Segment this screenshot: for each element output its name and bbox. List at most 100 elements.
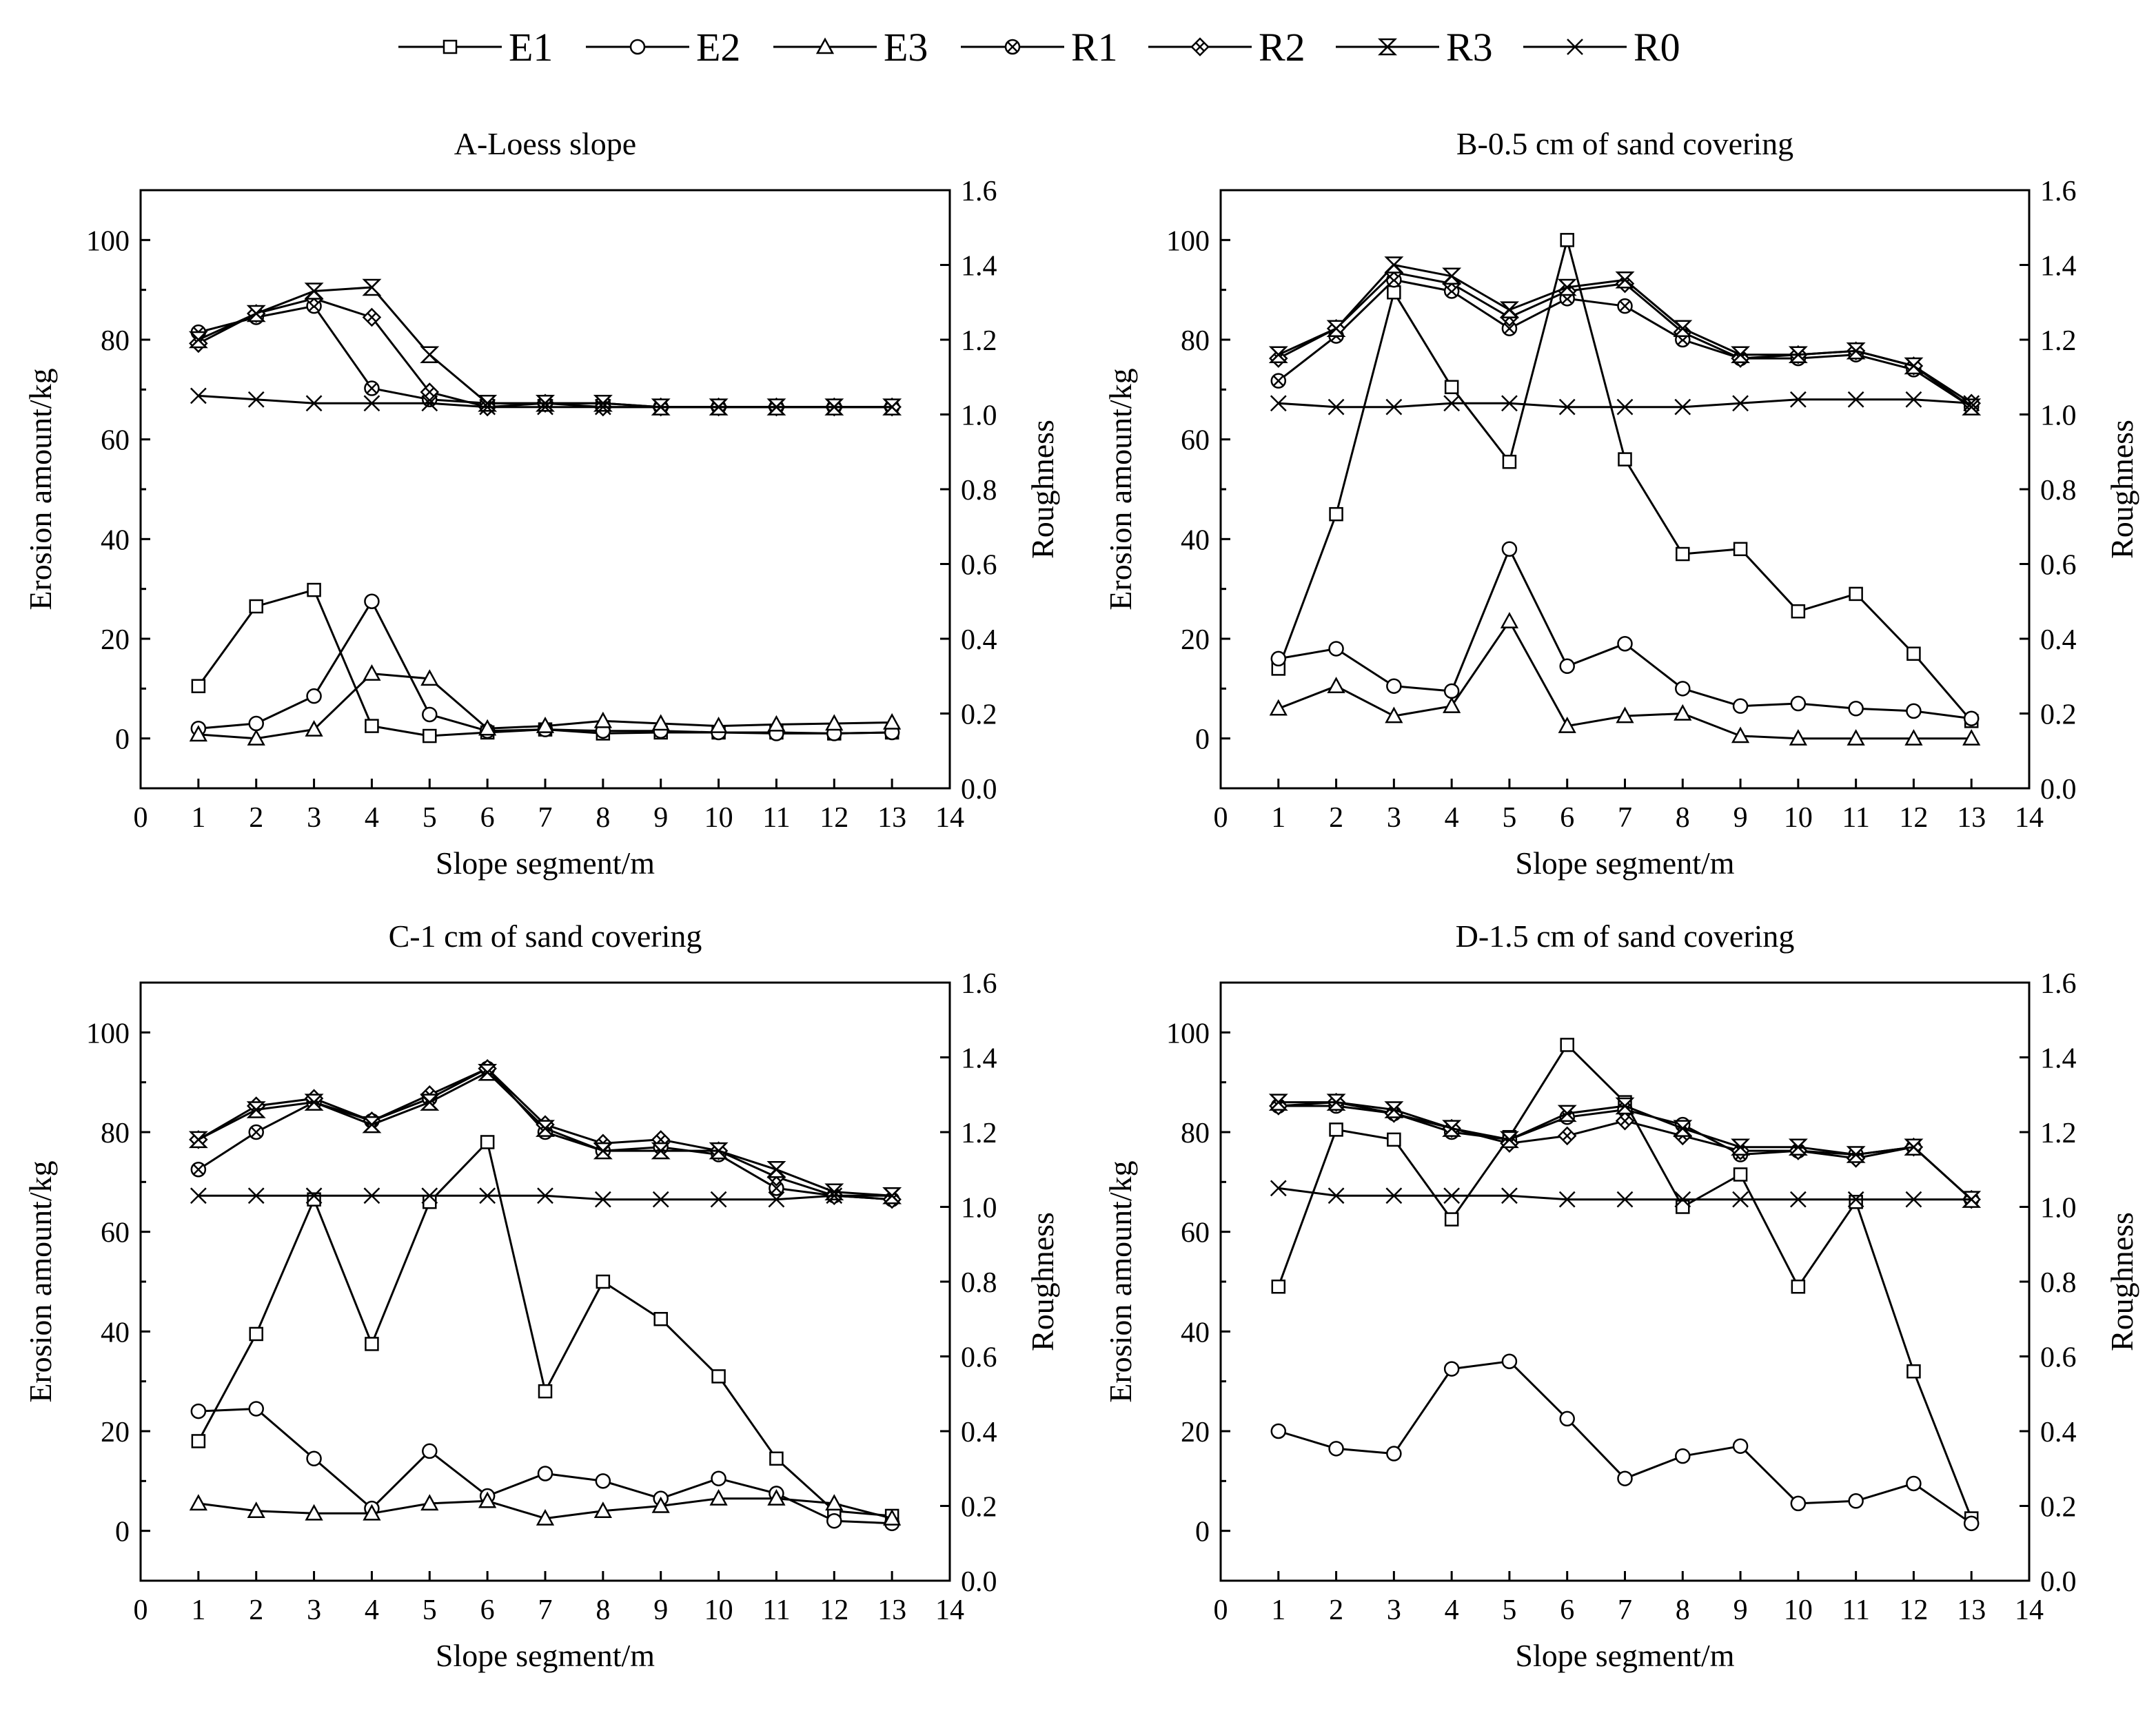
data-point-r0 bbox=[247, 391, 265, 408]
y-left-tick-label: 40 bbox=[1181, 524, 1210, 556]
data-point-e3 bbox=[420, 669, 439, 686]
data-point-r0 bbox=[884, 398, 901, 416]
data-point-r0 bbox=[537, 398, 553, 416]
data-point-r0 bbox=[247, 1187, 265, 1204]
data-point-e1 bbox=[769, 1451, 784, 1466]
data-point-r0 bbox=[1443, 395, 1461, 412]
data-point-r0 bbox=[479, 1187, 496, 1204]
data-point-e1 bbox=[1733, 1167, 1748, 1182]
x-tick-label: 8 bbox=[1676, 802, 1690, 834]
legend-label: E1 bbox=[509, 25, 553, 70]
x-tick-label: 0 bbox=[134, 1594, 148, 1626]
legend-label: R3 bbox=[1446, 25, 1493, 70]
data-point-e1 bbox=[1329, 506, 1343, 522]
data-point-e2 bbox=[306, 688, 322, 704]
data-point-r0 bbox=[421, 395, 438, 412]
data-point-e3 bbox=[247, 729, 265, 746]
x-tick-label: 3 bbox=[1387, 1594, 1401, 1626]
data-point-r0 bbox=[1616, 398, 1634, 416]
x-tick-label: 9 bbox=[1733, 1594, 1748, 1626]
data-point-e2 bbox=[422, 706, 438, 723]
y-right-tick-label: 0.0 bbox=[961, 1566, 997, 1598]
y-left-tick-label: 0 bbox=[1195, 724, 1210, 756]
data-point-r0 bbox=[1905, 391, 1922, 408]
data-point-e1 bbox=[1906, 1364, 1921, 1379]
series-r3 bbox=[1268, 1094, 1982, 1208]
data-point-e3 bbox=[883, 1508, 902, 1526]
series-r1 bbox=[1270, 271, 1980, 415]
data-point-r0 bbox=[1963, 1191, 1980, 1208]
legend: E1 E2 E3 R1 R2 R3 R0 bbox=[398, 25, 1680, 70]
data-point-e1 bbox=[1387, 285, 1401, 300]
data-point-e3 bbox=[189, 1494, 207, 1511]
x-tick-label: 13 bbox=[1957, 1594, 1986, 1626]
y-right-tick-label: 1.4 bbox=[2040, 1043, 2077, 1075]
y-right-tick-label: 0.2 bbox=[961, 699, 997, 731]
data-point-r3 bbox=[651, 1142, 671, 1160]
data-point-e3 bbox=[1385, 706, 1403, 724]
x-tick-label: 8 bbox=[596, 1594, 610, 1626]
data-point-r0 bbox=[305, 395, 323, 412]
data-point-e1 bbox=[596, 1274, 611, 1289]
y-right-tick-label: 0.8 bbox=[961, 1267, 997, 1299]
data-point-e1 bbox=[1329, 1122, 1343, 1137]
legend-marker-r1 bbox=[1004, 39, 1021, 55]
data-point-r1 bbox=[1617, 298, 1633, 314]
x-tick-label: 13 bbox=[1957, 802, 1986, 834]
data-point-r3 bbox=[246, 1101, 266, 1118]
y-right-tick-label: 1.4 bbox=[2040, 251, 2077, 283]
x-axis-title: Slope segment/m bbox=[436, 845, 655, 881]
data-point-r0 bbox=[1789, 1191, 1807, 1208]
x-tick-label: 1 bbox=[1271, 1594, 1285, 1626]
y-right-axis-title: Roughness bbox=[1025, 420, 1060, 559]
x-tick-label: 11 bbox=[1842, 802, 1869, 834]
data-point-e3 bbox=[1558, 716, 1576, 733]
data-point-e3 bbox=[247, 1501, 265, 1518]
data-point-e2 bbox=[1848, 1493, 1864, 1509]
data-point-e2 bbox=[1443, 683, 1460, 699]
data-point-e2 bbox=[1501, 1353, 1518, 1369]
x-tick-label: 0 bbox=[1214, 1594, 1228, 1626]
data-point-e3 bbox=[709, 1489, 728, 1506]
data-point-e2 bbox=[1443, 1361, 1460, 1377]
data-point-r0 bbox=[826, 398, 843, 416]
data-point-e1 bbox=[1849, 1195, 1863, 1209]
data-point-e3 bbox=[1847, 729, 1865, 746]
data-point-r0 bbox=[1328, 398, 1345, 416]
legend-label: R2 bbox=[1259, 25, 1305, 70]
legend-marker-e2 bbox=[629, 39, 646, 55]
y-left-tick-label: 80 bbox=[101, 325, 130, 357]
x-tick-label: 14 bbox=[2015, 802, 2044, 834]
y-right-tick-label: 0.8 bbox=[2040, 1267, 2077, 1299]
y-left-tick-label: 60 bbox=[1181, 1218, 1210, 1249]
y-right-tick-label: 1.2 bbox=[961, 1118, 997, 1149]
x-tick-label: 4 bbox=[365, 802, 379, 834]
data-point-e2 bbox=[826, 1512, 842, 1529]
data-point-r1 bbox=[190, 1162, 207, 1178]
data-point-e2 bbox=[1790, 1495, 1807, 1512]
data-point-e2 bbox=[1559, 1411, 1575, 1427]
y-right-tick-label: 0.8 bbox=[2040, 475, 2077, 506]
data-point-e3 bbox=[305, 1504, 323, 1521]
y-left-axis-title: Erosion amount/kg bbox=[1103, 368, 1138, 610]
data-point-r3 bbox=[1384, 256, 1404, 274]
data-point-r3 bbox=[1673, 320, 1693, 337]
y-left-tick-label: 0 bbox=[115, 724, 130, 756]
x-tick-label: 2 bbox=[1329, 802, 1343, 834]
data-point-r0 bbox=[1270, 395, 1287, 412]
data-point-r3 bbox=[246, 305, 266, 322]
series-line-e2 bbox=[198, 600, 893, 735]
data-point-e3 bbox=[651, 714, 670, 731]
data-point-e2 bbox=[1328, 641, 1344, 657]
data-point-r0 bbox=[652, 398, 669, 416]
y-right-tick-label: 0.2 bbox=[2040, 699, 2077, 731]
x-tick-label: 7 bbox=[538, 802, 553, 834]
x-tick-label: 5 bbox=[423, 1594, 437, 1626]
data-point-e1 bbox=[1560, 233, 1574, 247]
data-point-r3 bbox=[1384, 1101, 1404, 1118]
x-tick-label: 7 bbox=[1618, 802, 1632, 834]
plot-frame bbox=[1219, 981, 2031, 1582]
